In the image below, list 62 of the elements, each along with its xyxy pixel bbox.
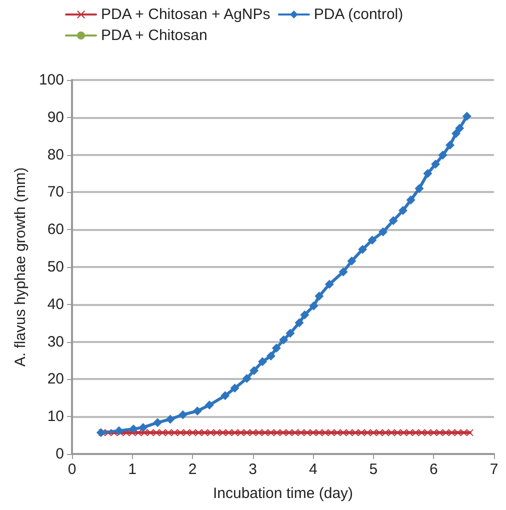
y-tick-label: 40: [47, 296, 64, 313]
point: [258, 357, 268, 366]
y-tick-label: 60: [47, 221, 64, 238]
point: [445, 140, 454, 150]
point: [250, 366, 259, 376]
point: [324, 280, 334, 289]
point: [138, 422, 148, 432]
point: [192, 406, 202, 416]
point: [220, 391, 230, 400]
point: [294, 318, 304, 328]
y-tick-label: 0: [56, 446, 64, 462]
point: [431, 160, 440, 169]
point: [423, 169, 432, 178]
point: [462, 112, 472, 121]
point: [178, 410, 188, 420]
x-tick-label: 6: [430, 461, 438, 478]
legend-label: PDA + Chitosan + AgNPs: [101, 6, 270, 23]
y-tick-label: 80: [47, 146, 64, 164]
x-tick-label: 1: [128, 461, 136, 478]
point: [398, 206, 408, 216]
x-tick-label: 7: [490, 461, 498, 478]
x-tick-label: 4: [308, 461, 318, 478]
point: [279, 335, 288, 344]
point: [455, 124, 464, 133]
point: [452, 128, 461, 138]
point: [309, 301, 318, 310]
y-tick-label: 10: [47, 408, 64, 426]
point: [96, 428, 106, 438]
x-tick-label: 0: [68, 461, 76, 478]
x-tick-label: 3: [248, 461, 258, 478]
y-tick-label: 50: [47, 258, 64, 276]
point: [204, 400, 214, 410]
point: [438, 150, 448, 160]
y-tick-label: 20: [47, 370, 64, 388]
point: [406, 196, 416, 205]
point: [166, 414, 175, 424]
point: [286, 328, 295, 338]
legend-label: PDA + Chitosan: [101, 27, 208, 44]
point: [314, 292, 324, 301]
point: [300, 310, 310, 320]
point: [368, 236, 377, 245]
point: [347, 256, 356, 266]
point: [272, 344, 281, 353]
point: [266, 352, 276, 361]
point: [388, 216, 398, 226]
y-tick-label: 100: [38, 72, 64, 88]
point: [114, 426, 124, 436]
point: [358, 244, 368, 254]
y-tick-label: 30: [47, 333, 64, 350]
y-tick-label: 70: [47, 184, 64, 201]
legend-label: PDA (control): [314, 6, 404, 23]
point: [230, 384, 240, 393]
x-tick-label: 5: [369, 461, 378, 478]
x-axis-title: Incubation time (day): [212, 485, 354, 502]
point: [153, 418, 162, 428]
point: [378, 227, 388, 236]
y-axis-title: A. flavus hyphae growth (mm): [12, 167, 30, 367]
point: [338, 267, 348, 276]
point: [414, 184, 424, 193]
x-tick-label: 2: [188, 461, 197, 478]
point: [242, 374, 252, 383]
y-tick-label: 90: [47, 108, 64, 126]
